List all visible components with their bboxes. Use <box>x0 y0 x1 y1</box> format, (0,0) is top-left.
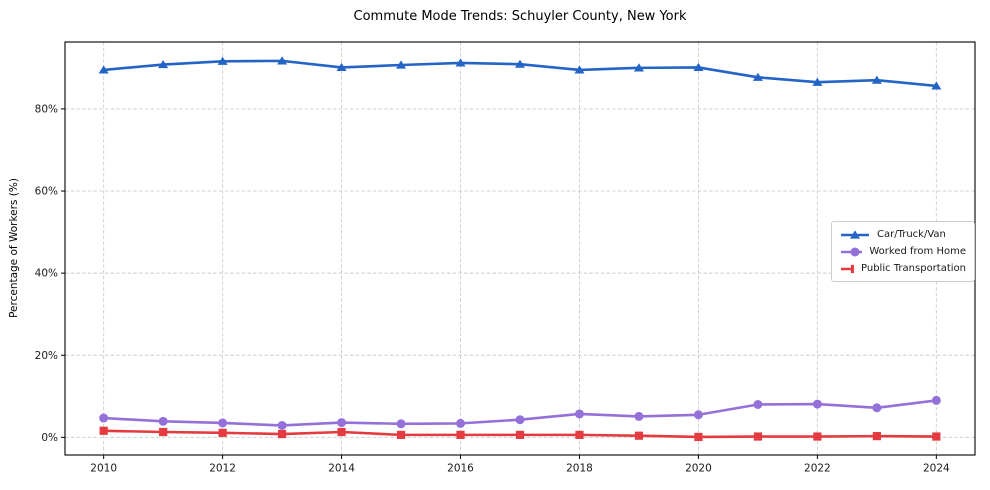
circle-marker <box>218 418 228 428</box>
legend-item-public-transportation: Public Transportation <box>840 262 966 275</box>
square-marker <box>932 432 941 441</box>
legend-label: Public Transportation <box>861 263 966 274</box>
square-marker <box>515 430 525 439</box>
x-tick-label: 2024 <box>923 463 950 475</box>
triangle-marker <box>633 63 644 72</box>
legend-sample-square <box>841 264 855 273</box>
y-tick-label: 0% <box>41 432 58 444</box>
triangle-marker <box>931 81 942 90</box>
triangle-marker <box>850 229 860 239</box>
axes-box <box>64 41 976 456</box>
circle-marker <box>634 411 644 421</box>
series-public-transportation <box>99 426 941 442</box>
triangle-marker <box>158 59 169 69</box>
circle-marker <box>693 410 703 420</box>
legend-label: Car/Truck/Van <box>877 229 946 240</box>
legend-sample-circle <box>841 247 863 256</box>
legend-item-car-truck-van: Car/Truck/Van <box>840 228 966 241</box>
square-marker <box>850 264 855 273</box>
circle-marker <box>872 403 882 413</box>
square-marker <box>694 432 703 442</box>
triangle-marker <box>752 72 763 81</box>
legend-item-worked-from-home: Worked from Home <box>840 245 966 258</box>
square-marker <box>634 431 644 440</box>
circle-marker <box>515 415 525 425</box>
square-marker <box>159 427 168 437</box>
x-tick-label: 2010 <box>90 463 117 475</box>
square-marker <box>753 432 763 441</box>
y-tick-label: 80% <box>35 104 58 116</box>
circle-marker <box>753 400 763 410</box>
series-car-truck-van <box>98 56 942 90</box>
triangle-marker <box>217 56 228 65</box>
y-tick-label: 60% <box>35 186 58 198</box>
x-tick-label: 2018 <box>566 463 593 475</box>
square-marker <box>337 427 346 437</box>
circle-marker <box>277 420 287 430</box>
triangle-marker <box>871 75 882 84</box>
square-marker <box>813 432 822 441</box>
circle-marker <box>850 247 860 256</box>
square-marker <box>218 428 227 437</box>
x-tick-label: 2014 <box>328 463 355 475</box>
triangle-marker <box>98 65 109 74</box>
square-marker <box>575 430 584 439</box>
triangle-marker <box>515 59 525 68</box>
square-marker <box>872 432 881 441</box>
legend: Car/Truck/Van Worked from Home Public Tran… <box>831 221 975 282</box>
circle-marker <box>158 416 168 426</box>
circle-marker <box>931 395 941 405</box>
triangle-marker <box>396 60 407 69</box>
y-tick-label: 40% <box>35 268 58 280</box>
square-marker <box>277 429 287 439</box>
circle-marker <box>99 413 109 423</box>
triangle-marker <box>336 62 347 72</box>
triangle-marker <box>455 58 466 67</box>
x-tick-label: 2022 <box>804 463 831 475</box>
x-tick-label: 2016 <box>447 463 474 475</box>
chart-title: Commute Mode Trends: Schuyler County, Ne… <box>353 9 687 24</box>
triangle-marker <box>693 62 704 72</box>
circle-marker <box>574 409 584 419</box>
legend-label: Worked from Home <box>869 246 966 257</box>
legend-sample-triangle <box>841 229 869 239</box>
x-tick-label: 2012 <box>209 463 236 475</box>
circle-marker <box>812 399 822 409</box>
series-worked-from-home <box>99 395 941 430</box>
triangle-marker <box>574 65 585 74</box>
x-tick-label: 2020 <box>685 463 712 475</box>
circle-marker <box>337 418 347 428</box>
square-marker <box>456 430 465 439</box>
triangle-marker <box>277 56 288 65</box>
y-tick-label: 20% <box>35 350 58 362</box>
square-marker <box>99 426 108 435</box>
circle-marker <box>396 419 406 429</box>
square-marker <box>396 430 406 439</box>
circle-marker <box>456 418 466 428</box>
triangle-marker <box>812 77 823 86</box>
